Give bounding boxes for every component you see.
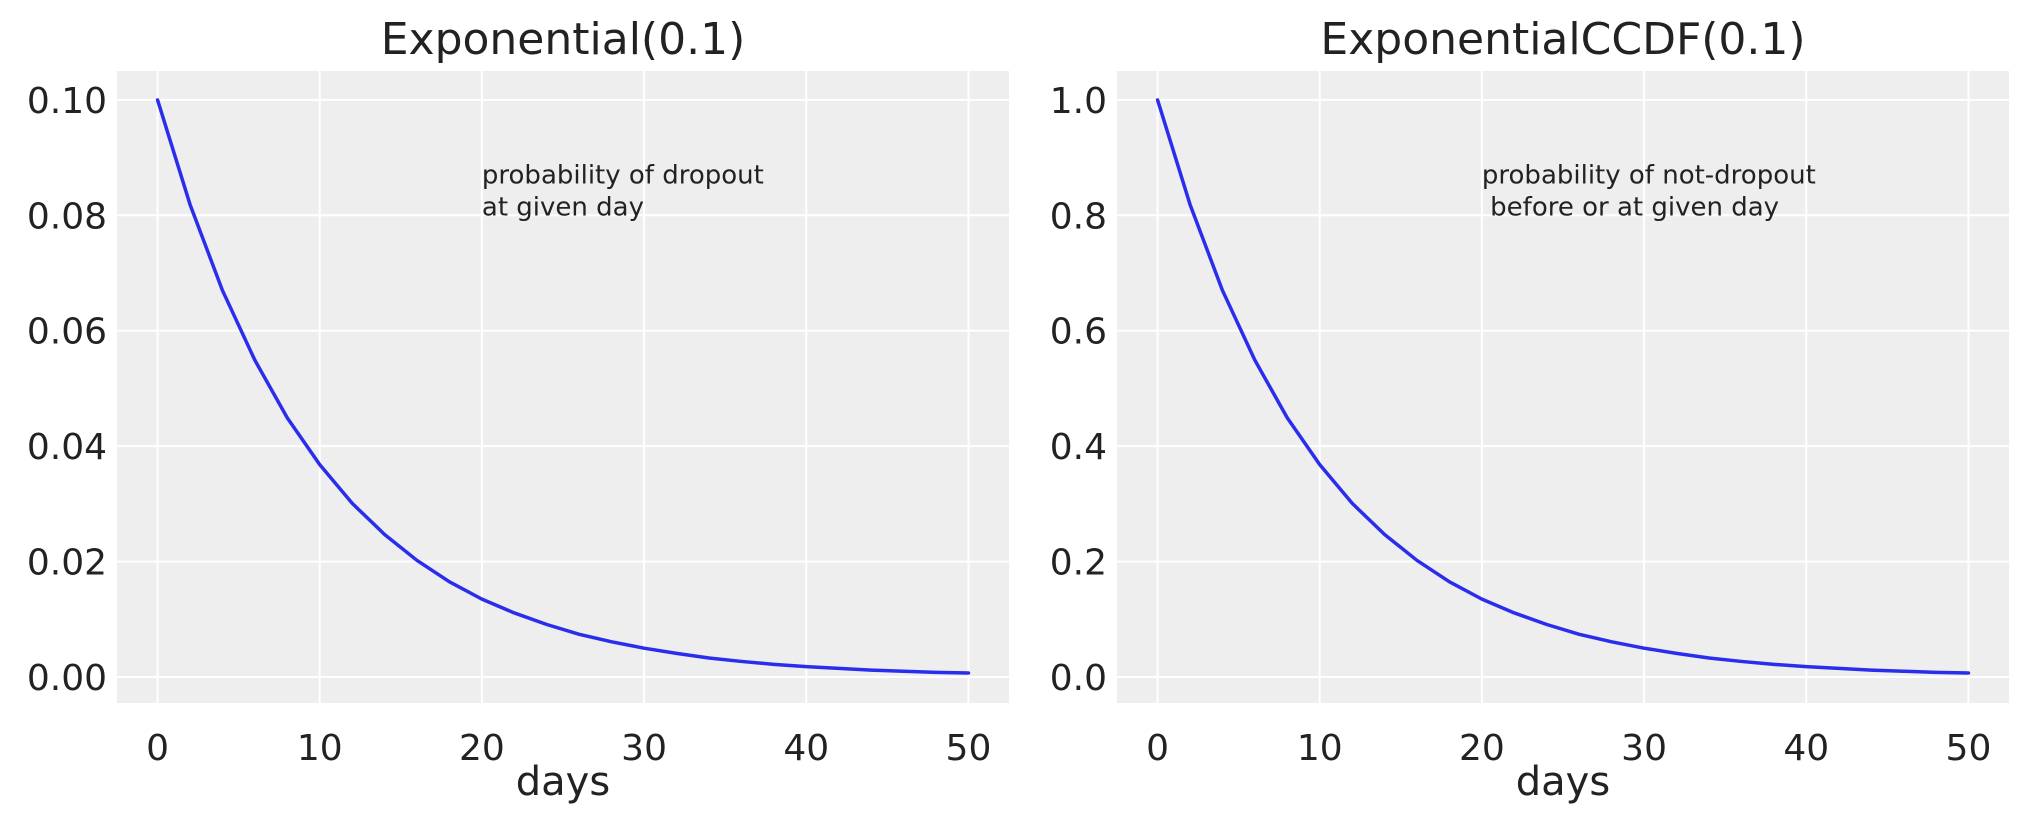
x-tick-label: 50 — [946, 728, 992, 769]
x-tick-label: 50 — [1946, 728, 1992, 769]
chart-panel-2: 0 10 20 30 40 50 0.0 0.2 0.4 0.6 0.8 1.0 days Exponen… — [1050, 14, 2009, 805]
annotation-text: probability of dropout — [482, 160, 764, 190]
x-tick-label: 0 — [1146, 728, 1169, 769]
y-tick-label: 0.10 — [27, 81, 107, 122]
y-tick-label: 0.0 — [1050, 658, 1107, 699]
x-tick-label: 0 — [146, 728, 169, 769]
series-line — [155, 98, 971, 675]
x-axis-label: days — [1516, 759, 1610, 805]
x-tick-label: 10 — [297, 728, 343, 769]
y-tick-label: 0.04 — [27, 427, 107, 468]
chart-title: Exponential(0.1) — [381, 14, 746, 65]
y-tick-label: 0.02 — [27, 543, 107, 584]
plot-area — [1117, 71, 2009, 703]
chart-title: ExponentialCCDF(0.1) — [1320, 14, 1805, 65]
x-tick-label: 10 — [1297, 728, 1343, 769]
annotation-text: before or at given day — [1482, 192, 1779, 222]
x-axis-label: days — [516, 759, 610, 805]
y-tick-label: 0.8 — [1050, 196, 1107, 237]
x-tick-label: 40 — [1783, 728, 1829, 769]
chart-panel-1: 0 10 20 30 40 50 0.00 0.02 0.04 0.06 0.08 0.10 days E… — [27, 14, 1009, 805]
x-tick-label: 20 — [459, 728, 505, 769]
y-tick-label: 0.08 — [27, 196, 107, 237]
annotation-text: probability of not-dropout — [1482, 160, 1816, 190]
y-tick-label: 0.00 — [27, 658, 107, 699]
x-tick-label: 20 — [1459, 728, 1505, 769]
series-line — [1155, 98, 1971, 675]
plot-area — [117, 71, 1009, 703]
y-tick-label: 0.06 — [27, 312, 107, 353]
y-tick-label: 0.2 — [1050, 543, 1107, 584]
x-tick-label: 40 — [783, 728, 829, 769]
x-tick-label: 30 — [621, 728, 667, 769]
x-tick-label: 30 — [1621, 728, 1667, 769]
y-tick-label: 1.0 — [1050, 81, 1107, 122]
y-tick-label: 0.4 — [1050, 427, 1107, 468]
annotation-text: at given day — [482, 192, 644, 222]
y-tick-label: 0.6 — [1050, 312, 1107, 353]
